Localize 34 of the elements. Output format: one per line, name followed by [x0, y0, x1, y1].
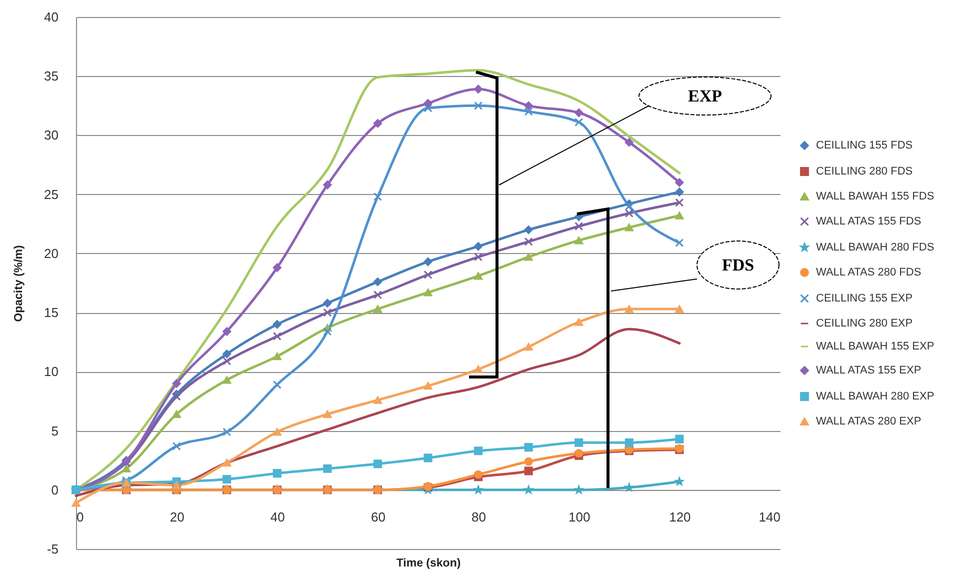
annotation: EXP	[688, 86, 722, 106]
x-tick-label: 80	[472, 509, 486, 524]
x-tick-label: 120	[669, 509, 691, 524]
legend-label: CEILLING 155 FDS	[816, 140, 913, 152]
legend-label: WALL BAWAH 155 FDS	[816, 190, 934, 202]
y-tick-label: 40	[44, 10, 58, 24]
y-tick-label: 10	[44, 364, 58, 380]
legend-label: CEILLING 280 EXP	[816, 318, 913, 330]
legend-label: WALL ATAS 155 FDS	[816, 216, 922, 228]
y-tick-label: 25	[44, 186, 58, 202]
x-tick-label: 0	[76, 509, 84, 524]
y-tick-label: 20	[44, 246, 58, 261]
legend-label: WALL ATAS 280 EXP	[816, 416, 922, 428]
y-tick-label: 5	[51, 423, 58, 438]
x-tick-label: 60	[370, 509, 386, 524]
annotation: FDS	[722, 256, 754, 274]
y-tick-label: 30	[44, 128, 58, 143]
y-axis-title: Opacity (%/m)	[13, 244, 26, 322]
legend-label: WALL BAWAH 155 EXP	[816, 340, 934, 352]
y-tick-label: -5	[46, 542, 58, 556]
legend-label: WALL BAWAH 280 FDS	[816, 242, 934, 254]
x-tick-label: 100	[568, 509, 590, 524]
legend-label: WALL ATAS 155 EXP	[816, 364, 922, 376]
legend-label: CEILLING 280 FDS	[816, 166, 913, 178]
legend-label: WALL ATAS 280 FDS	[816, 266, 922, 278]
x-tick-label: 20	[170, 509, 184, 524]
y-tick-label: 15	[44, 305, 58, 320]
x-tick-label: 40	[270, 509, 285, 524]
x-axis-title: Time (skon)	[396, 557, 461, 570]
legend-label: CEILLING 155 EXP	[816, 292, 913, 304]
y-tick-label: 35	[44, 68, 58, 84]
y-tick-label: 0	[51, 482, 58, 498]
legend-label: WALL BAWAH 280 EXP	[816, 390, 934, 402]
x-tick-label: 140	[758, 509, 780, 524]
